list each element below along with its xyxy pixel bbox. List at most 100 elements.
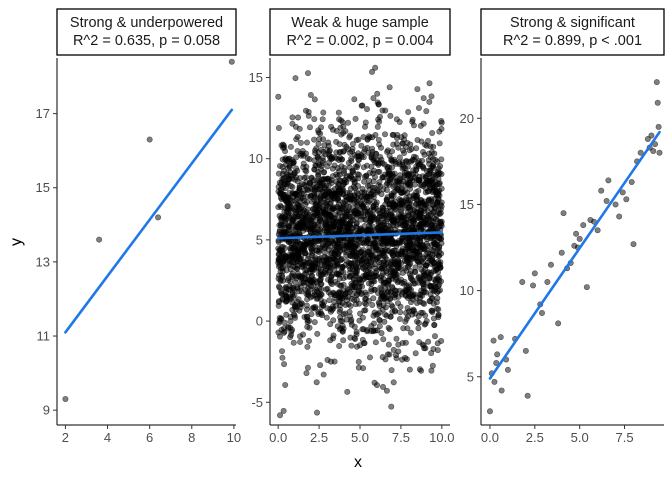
data-point — [338, 265, 345, 272]
data-point — [598, 187, 605, 194]
facet-panel-1: Strong & underpowered R^2 = 0.635, p = 0.… — [36, 8, 241, 445]
data-point — [294, 201, 301, 208]
data-point — [594, 227, 601, 234]
data-point — [415, 236, 422, 243]
data-point — [429, 307, 436, 314]
data-point — [555, 320, 562, 327]
data-point — [308, 175, 315, 182]
data-point — [426, 197, 433, 204]
data-point — [312, 184, 319, 191]
data-point — [418, 266, 425, 273]
data-point — [360, 255, 367, 262]
data-point — [293, 275, 300, 282]
data-point — [360, 164, 367, 171]
data-point — [304, 313, 311, 320]
data-point — [421, 151, 428, 158]
y-tick-label: 9 — [43, 403, 50, 418]
data-point — [292, 314, 299, 321]
data-point — [388, 403, 395, 410]
data-point — [630, 241, 637, 248]
data-point — [576, 235, 583, 242]
data-point — [317, 362, 324, 369]
data-point — [358, 189, 365, 196]
data-point — [430, 300, 437, 307]
data-point — [341, 141, 348, 148]
data-point — [419, 157, 426, 164]
data-point — [303, 370, 310, 377]
data-point — [283, 311, 290, 318]
data-point — [333, 302, 340, 309]
data-point — [401, 132, 408, 139]
data-point — [429, 129, 436, 136]
data-point — [628, 179, 635, 186]
data-point — [296, 125, 303, 132]
data-point — [389, 164, 396, 171]
data-point — [364, 136, 371, 143]
data-point — [333, 138, 340, 145]
data-point — [397, 172, 404, 179]
data-point — [228, 58, 235, 65]
data-point — [343, 173, 350, 180]
data-point — [420, 120, 427, 127]
data-point — [361, 178, 368, 185]
data-point — [422, 312, 429, 319]
data-point — [353, 328, 360, 335]
data-point — [293, 256, 300, 263]
data-points — [275, 64, 445, 419]
data-point — [407, 260, 414, 267]
data-point — [341, 209, 348, 216]
data-point — [335, 187, 342, 194]
data-point — [336, 271, 343, 278]
data-point — [408, 292, 415, 299]
data-point — [412, 264, 419, 271]
data-point — [325, 211, 332, 218]
data-point — [394, 240, 401, 247]
data-point — [96, 236, 103, 243]
data-point — [366, 177, 373, 184]
data-point — [403, 316, 410, 323]
data-point — [361, 263, 368, 270]
data-point — [359, 203, 366, 210]
data-point — [340, 325, 347, 332]
data-point — [372, 64, 379, 71]
data-point — [435, 312, 442, 319]
data-point — [435, 171, 442, 178]
y-tick-label: 15 — [249, 70, 263, 85]
data-point — [290, 171, 297, 178]
data-point — [316, 135, 323, 142]
data-point — [375, 226, 382, 233]
data-point — [322, 199, 329, 206]
data-point — [375, 218, 382, 225]
data-point — [379, 174, 386, 181]
data-point — [355, 358, 362, 365]
y-tick-label: 17 — [36, 106, 50, 121]
data-point — [392, 158, 399, 165]
data-point — [409, 226, 416, 233]
data-point — [486, 408, 493, 415]
data-point — [436, 140, 443, 147]
data-point — [307, 91, 314, 98]
data-point — [363, 194, 370, 201]
data-point — [419, 299, 426, 306]
data-point — [605, 177, 612, 184]
data-point — [387, 212, 394, 219]
data-point — [426, 297, 433, 304]
data-point — [286, 155, 293, 162]
facet-title-line-2: R^2 = 0.002, p = 0.004 — [286, 33, 433, 49]
data-point — [385, 341, 392, 348]
data-point — [320, 192, 327, 199]
data-point — [360, 154, 367, 161]
data-point — [623, 196, 630, 203]
data-point — [354, 161, 361, 168]
data-point — [328, 264, 335, 271]
data-point — [427, 143, 434, 150]
data-point — [304, 260, 311, 267]
data-point — [413, 145, 420, 152]
data-point — [388, 367, 395, 374]
data-point — [413, 188, 420, 195]
data-point — [360, 326, 367, 333]
data-point — [434, 158, 441, 165]
data-point — [343, 316, 350, 323]
data-point — [279, 268, 286, 275]
data-point — [414, 200, 421, 207]
